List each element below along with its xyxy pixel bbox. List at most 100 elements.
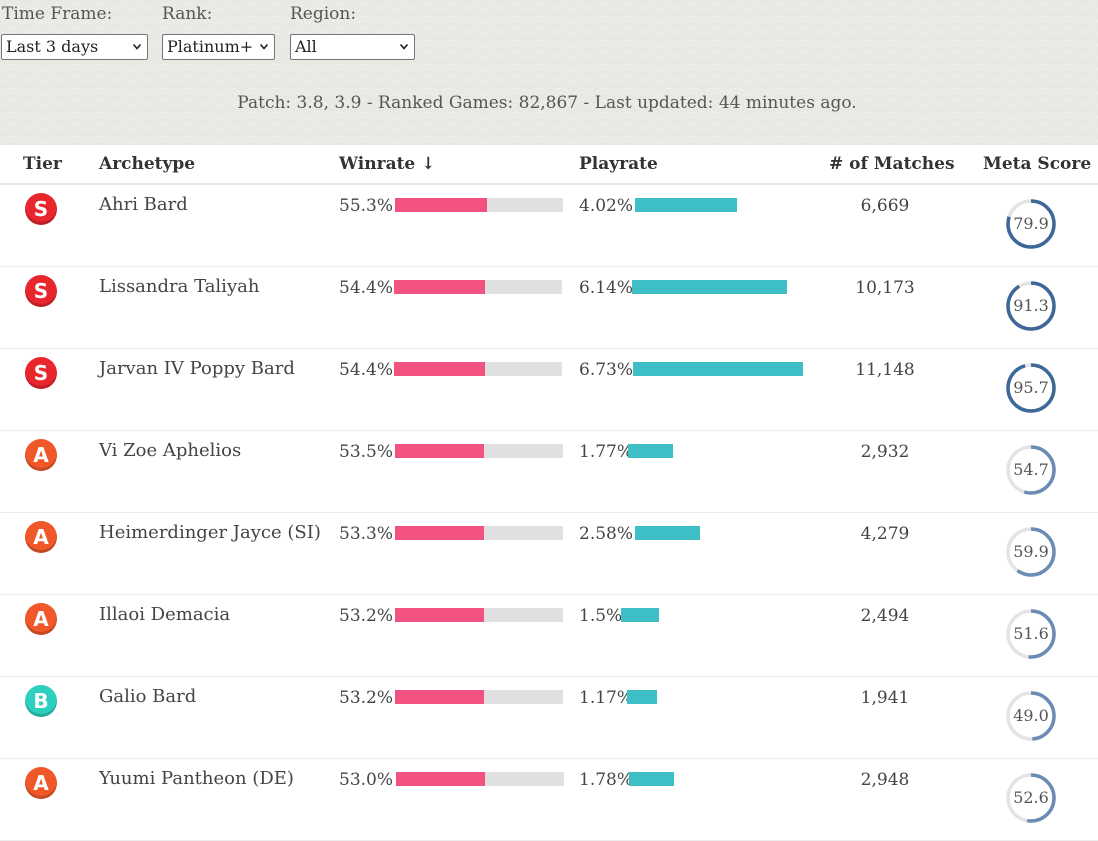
- region-value: All: [295, 37, 317, 56]
- winrate-bar-fill: [394, 362, 485, 376]
- meta-score-value: 49.0: [1013, 706, 1049, 725]
- header-winrate[interactable]: Winrate ↓: [339, 154, 436, 174]
- meta-score-ring: 91.3: [1004, 279, 1058, 333]
- meta-score-ring: 52.6: [1004, 771, 1058, 825]
- header-playrate[interactable]: Playrate: [579, 154, 658, 174]
- table-header: Tier Archetype Winrate ↓ Playrate # of M…: [0, 145, 1098, 185]
- playrate-value: 1.17%: [579, 688, 634, 708]
- header-archetype[interactable]: Archetype: [99, 154, 196, 174]
- winrate-bar: [395, 198, 563, 212]
- winrate-value: 53.0%: [339, 770, 394, 790]
- meta-score-value: 91.3: [1013, 296, 1049, 315]
- playrate-value: 6.14%: [579, 278, 634, 298]
- matches-count: 4,279: [860, 524, 910, 544]
- chevron-down-icon: [260, 44, 268, 51]
- table-row[interactable]: S Ahri Bard 55.3% 4.02% 6,669 79.9: [0, 184, 1098, 267]
- playrate-value: 1.78%: [579, 770, 634, 790]
- archetype-name[interactable]: Jarvan IV Poppy Bard: [99, 358, 295, 379]
- matches-count: 2,494: [860, 606, 910, 626]
- time-frame-value: Last 3 days: [6, 37, 99, 56]
- meta-score-value: 79.9: [1013, 214, 1049, 233]
- meta-score-value: 52.6: [1013, 788, 1049, 807]
- chevron-down-icon: [400, 44, 408, 51]
- table-row[interactable]: A Illaoi Demacia 53.2% 1.5% 2,494 51.6: [0, 594, 1098, 677]
- playrate-value: 1.5%: [579, 606, 623, 626]
- meta-score-value: 51.6: [1013, 624, 1049, 643]
- winrate-bar-fill: [395, 444, 484, 458]
- winrate-value: 53.3%: [339, 524, 394, 544]
- winrate-bar: [394, 280, 562, 294]
- playrate-value: 4.02%: [579, 196, 634, 216]
- playrate-value: 6.73%: [579, 360, 634, 380]
- playrate-value: 1.77%: [579, 442, 634, 462]
- meta-score-ring: 79.9: [1004, 197, 1058, 251]
- tier-badge: A: [25, 521, 57, 553]
- winrate-bar: [395, 444, 563, 458]
- playrate-bar: [628, 444, 673, 458]
- winrate-value: 53.2%: [339, 688, 394, 708]
- playrate-bar: [627, 690, 657, 704]
- time-frame-select[interactable]: Last 3 days: [1, 34, 148, 60]
- table-row[interactable]: S Jarvan IV Poppy Bard 54.4% 6.73% 11,148 95.…: [0, 348, 1098, 431]
- table-row[interactable]: B Galio Bard 53.2% 1.17% 1,941 49.0: [0, 676, 1098, 759]
- meta-score-ring: 95.7: [1004, 361, 1058, 415]
- matches-count: 11,148: [855, 360, 915, 380]
- matches-count: 2,932: [860, 442, 910, 462]
- header-tier[interactable]: Tier: [23, 154, 62, 174]
- archetype-name[interactable]: Heimerdinger Jayce (SI): [99, 522, 321, 543]
- table-row[interactable]: A Yuumi Pantheon (DE) 53.0% 1.78% 2,948 52.6: [0, 758, 1098, 841]
- meta-score-value: 95.7: [1013, 378, 1049, 397]
- chevron-down-icon: [133, 44, 141, 51]
- tier-badge: B: [25, 685, 57, 717]
- meta-score-ring: 59.9: [1004, 525, 1058, 579]
- rank-select[interactable]: Platinum+: [162, 34, 275, 60]
- tier-badge: A: [25, 439, 57, 471]
- winrate-value: 53.5%: [339, 442, 394, 462]
- meta-score-value: 54.7: [1013, 460, 1049, 479]
- playrate-bar: [621, 608, 659, 622]
- archetype-name[interactable]: Yuumi Pantheon (DE): [99, 768, 294, 789]
- archetype-name[interactable]: Galio Bard: [99, 686, 197, 707]
- winrate-bar: [394, 362, 562, 376]
- winrate-bar: [396, 772, 564, 786]
- winrate-bar-fill: [395, 608, 484, 622]
- rank-value: Platinum+: [167, 37, 254, 56]
- meta-score-ring: 51.6: [1004, 607, 1058, 661]
- playrate-bar: [629, 772, 674, 786]
- patch-info: Patch: 3.8, 3.9 - Ranked Games: 82,867 -…: [237, 93, 857, 113]
- playrate-value: 2.58%: [579, 524, 634, 544]
- matches-count: 2,948: [860, 770, 910, 790]
- region-select[interactable]: All: [290, 34, 415, 60]
- winrate-bar-fill: [394, 280, 485, 294]
- tier-badge: S: [25, 193, 57, 225]
- tier-badge: A: [25, 603, 57, 635]
- playrate-bar: [633, 362, 803, 376]
- header-meta-score[interactable]: Meta Score: [983, 154, 1092, 174]
- winrate-bar: [395, 608, 563, 622]
- winrate-bar: [395, 690, 563, 704]
- winrate-bar-fill: [395, 526, 484, 540]
- table-row[interactable]: A Heimerdinger Jayce (SI) 53.3% 2.58% 4,279 5…: [0, 512, 1098, 595]
- playrate-bar: [632, 280, 787, 294]
- table-row[interactable]: S Lissandra Taliyah 54.4% 6.14% 10,173 91.3: [0, 266, 1098, 349]
- meta-score-ring: 49.0: [1004, 689, 1058, 743]
- playrate-bar: [635, 198, 737, 212]
- winrate-bar: [395, 526, 563, 540]
- archetype-name[interactable]: Illaoi Demacia: [99, 604, 231, 625]
- archetype-name[interactable]: Vi Zoe Aphelios: [99, 440, 242, 461]
- header-matches[interactable]: # of Matches: [829, 154, 955, 174]
- winrate-value: 55.3%: [339, 196, 394, 216]
- tier-badge: A: [25, 767, 57, 799]
- winrate-value: 54.4%: [339, 360, 394, 380]
- table-row[interactable]: A Vi Zoe Aphelios 53.5% 1.77% 2,932 54.7: [0, 430, 1098, 513]
- winrate-bar-fill: [396, 772, 485, 786]
- winrate-bar-fill: [395, 198, 487, 212]
- archetype-name[interactable]: Lissandra Taliyah: [99, 276, 260, 297]
- archetype-name[interactable]: Ahri Bard: [99, 194, 188, 215]
- tier-badge: S: [25, 357, 57, 389]
- winrate-bar-fill: [395, 690, 484, 704]
- matches-count: 1,941: [860, 688, 910, 708]
- time-frame-label: Time Frame:: [2, 4, 113, 24]
- filter-panel: Time Frame: Rank: Region: Last 3 days Pl…: [0, 0, 1098, 145]
- matches-count: 6,669: [860, 196, 910, 216]
